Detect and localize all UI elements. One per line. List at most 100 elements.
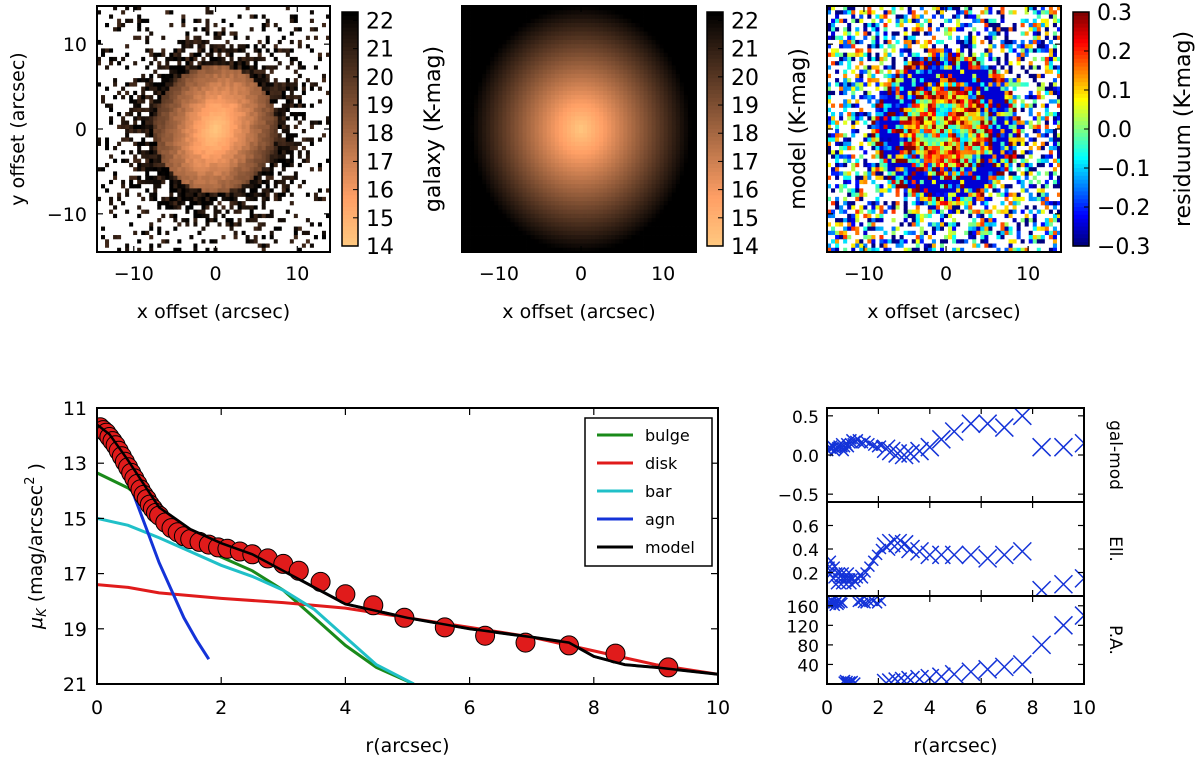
galaxy-pixel [257,137,263,143]
galaxy-pixel [97,22,102,28]
galaxy-pixel [169,82,174,87]
galaxy-pixel [217,129,222,134]
galaxy-pixel [213,86,218,92]
galaxy-pixel [181,14,186,20]
galaxy-pixel [197,112,202,117]
model-pixel [518,141,523,147]
model-pixel [462,82,467,87]
galaxy-pixel [97,56,102,62]
model-pixel [462,112,467,117]
model-pixel [538,82,544,87]
galaxy-pixel [129,226,134,232]
galaxy-pixel [257,124,263,130]
galaxy-pixel [149,184,154,189]
galaxy-pixel [277,137,283,143]
galaxy-pixel [301,226,307,232]
model-pixel [466,201,471,206]
galaxy-pixel [117,162,122,168]
model-pixel [522,31,527,37]
galaxy-pixel [229,107,234,113]
galaxy-pixel [309,247,315,253]
galaxy-pixel [201,209,206,215]
galaxy-pixel [177,184,182,189]
galaxy-pixel [125,14,130,20]
model-pixel [566,78,572,83]
model-pixel [538,22,544,28]
model-pixel [474,116,479,121]
galaxy-pixel [205,222,210,227]
galaxy-pixel [317,90,323,96]
galaxy-pixel [309,65,315,71]
galaxy-pixel [241,222,247,227]
galaxy-pixel [309,218,315,223]
galaxy-pixel [325,141,331,147]
galaxy-pixel [185,137,190,143]
galaxy-pixel [241,18,247,24]
galaxy-pixel [301,141,307,147]
galaxy-pixel [153,124,158,130]
galaxy-pixel [137,14,142,20]
galaxy-pixel [145,137,150,143]
galaxy-pixel [145,112,150,117]
model-pixel [506,243,511,249]
galaxy-pixel [161,18,166,24]
model-pixel [506,112,511,117]
galaxy-pixel [273,226,279,232]
galaxy-pixel [233,95,239,100]
model-pixel [502,99,507,104]
model-pixel [522,95,527,100]
model-pixel [466,209,471,215]
model-pixel [474,95,479,100]
model-pixel [486,192,491,198]
galaxy-pixel [229,133,234,138]
galaxy-pixel [229,192,234,198]
galaxy-pixel [269,65,275,71]
galaxy-pixel [305,145,311,151]
galaxy-pixel [221,22,226,28]
galaxy-pixel [261,78,267,83]
model-pixel [554,239,560,244]
galaxy-pixel [209,133,214,138]
galaxy-pixel [309,39,315,45]
galaxy-pixel [153,243,158,249]
model-pixel [518,27,523,32]
galaxy-pixel [301,39,307,45]
galaxy-pixel [197,226,202,232]
galaxy-pixel [157,69,162,75]
galaxy-pixel [305,184,311,189]
galaxy-pixel [229,35,234,41]
galaxy-pixel [281,39,287,45]
galaxy-pixel [261,69,267,75]
model-pixel [534,31,540,37]
model-pixel [478,120,483,126]
model-pixel [490,209,495,215]
galaxy-pixel [317,65,323,71]
galaxy-pixel [273,116,279,121]
model-pixel [546,133,552,138]
galaxy-pixel [165,35,170,41]
model-pixel [522,48,527,54]
model-pixel [526,171,531,177]
galaxy-pixel [253,205,259,210]
galaxy-pixel [293,188,299,194]
galaxy-pixel [165,201,170,206]
galaxy-pixel [121,112,126,117]
galaxy-pixel [293,133,299,138]
galaxy-pixel [309,116,315,121]
model-pixel [522,27,527,32]
galaxy-pixel [161,201,166,206]
model-pixel [542,201,548,206]
galaxy-pixel [121,31,126,37]
galaxy-pixel [325,175,331,181]
model-pixel [546,235,552,240]
galaxy-pixel [201,14,206,20]
galaxy-pixel [273,175,279,181]
galaxy-pixel [109,82,114,87]
galaxy-pixel [249,129,255,134]
model-pixel [474,35,479,41]
model-pixel [490,107,495,113]
galaxy-pixel [233,137,239,143]
model-pixel [494,201,499,206]
model-pixel [462,167,467,172]
model-pixel [534,69,540,75]
